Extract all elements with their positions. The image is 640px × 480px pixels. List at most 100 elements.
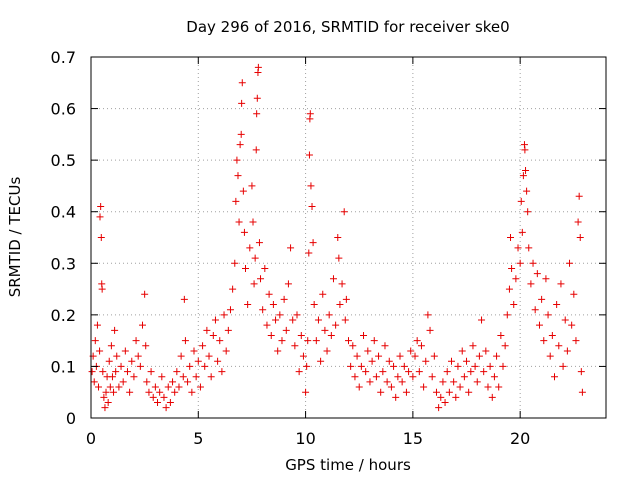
data-point: [448, 357, 455, 365]
data-point: [293, 311, 301, 319]
data-point: [478, 316, 486, 324]
chart-title: Day 296 of 2016, SRMTID for receiver ske…: [186, 18, 509, 36]
data-point: [482, 347, 490, 355]
data-point: [108, 373, 116, 381]
data-point: [142, 342, 150, 350]
data-point: [295, 368, 303, 376]
x-tick-label: 5: [193, 429, 203, 448]
data-point: [110, 388, 118, 396]
data-point: [237, 130, 245, 138]
data-point: [473, 378, 481, 386]
data-point: [360, 331, 368, 339]
data-point: [234, 172, 242, 180]
data-point: [304, 337, 312, 345]
data-point: [319, 290, 327, 298]
data-point: [405, 368, 413, 376]
x-tick-label: 15: [403, 429, 423, 448]
data-point: [101, 404, 109, 412]
data-point: [100, 393, 108, 401]
data-point: [387, 383, 395, 391]
data-point: [143, 378, 151, 386]
data-point: [555, 342, 563, 350]
data-point: [353, 352, 361, 360]
data-point: [238, 79, 246, 87]
data-point: [123, 368, 131, 376]
y-tick-label: 0.4: [51, 203, 76, 222]
data-point: [179, 373, 187, 381]
data-point: [394, 373, 402, 381]
data-point: [347, 362, 355, 370]
data-point: [409, 373, 417, 381]
data-point: [216, 337, 224, 345]
data-point: [407, 347, 415, 355]
data-point: [524, 208, 532, 216]
data-point: [341, 316, 349, 324]
x-tick-labels: 0 5 10 15 20: [86, 429, 530, 448]
data-point: [250, 280, 258, 288]
data-point: [505, 285, 513, 293]
data-point: [276, 311, 284, 319]
data-point: [115, 383, 123, 391]
data-point: [104, 399, 112, 407]
data-point: [91, 337, 99, 345]
data-point: [207, 373, 215, 381]
data-point: [417, 342, 425, 350]
data-point: [272, 316, 280, 324]
data-point: [493, 352, 501, 360]
data-point: [99, 368, 107, 376]
data-point: [173, 368, 181, 376]
data-point: [253, 110, 261, 118]
y-tick-label: 0.7: [51, 48, 76, 67]
data-point: [443, 368, 451, 376]
data-point: [563, 347, 571, 355]
data-point: [162, 404, 170, 412]
data-point: [201, 362, 209, 370]
data-point: [192, 373, 200, 381]
data-point: [497, 331, 505, 339]
data-point: [321, 326, 329, 334]
data-point: [306, 110, 314, 118]
data-point: [435, 404, 443, 412]
data-point: [501, 342, 509, 350]
grid: [91, 57, 606, 418]
data-point: [196, 383, 204, 391]
data-point: [289, 316, 297, 324]
data-point: [456, 383, 464, 391]
plot-frame: [90, 56, 607, 419]
data-point: [249, 218, 257, 226]
data-point: [559, 362, 567, 370]
data-point: [224, 326, 232, 334]
data-point: [372, 373, 380, 381]
data-point: [458, 347, 466, 355]
data-point: [149, 393, 157, 401]
data-point: [222, 347, 230, 355]
data-point: [214, 357, 222, 365]
data-point: [561, 316, 569, 324]
data-point: [287, 244, 295, 252]
data-point: [499, 362, 507, 370]
x-tick-label: 20: [510, 429, 530, 448]
data-point: [317, 357, 325, 365]
y-tick-label: 0: [66, 409, 76, 428]
data-point: [102, 388, 110, 396]
data-point: [112, 368, 120, 376]
y-tick-label: 0.2: [51, 306, 76, 325]
data-point: [465, 388, 473, 396]
data-point: [566, 259, 574, 267]
data-point: [93, 321, 101, 329]
data-point: [439, 378, 447, 386]
data-point: [415, 368, 423, 376]
y-axis-label: SRMTID / TECUs: [6, 177, 24, 298]
data-point: [203, 326, 211, 334]
data-point: [238, 99, 246, 107]
data-point: [252, 146, 260, 154]
data-point: [517, 197, 525, 205]
data-point: [307, 182, 315, 190]
data-point: [533, 270, 541, 278]
y-tick-label: 0.1: [51, 357, 76, 376]
data-point: [518, 228, 526, 236]
data-point: [332, 321, 340, 329]
data-point: [190, 347, 198, 355]
data-point: [261, 264, 269, 272]
